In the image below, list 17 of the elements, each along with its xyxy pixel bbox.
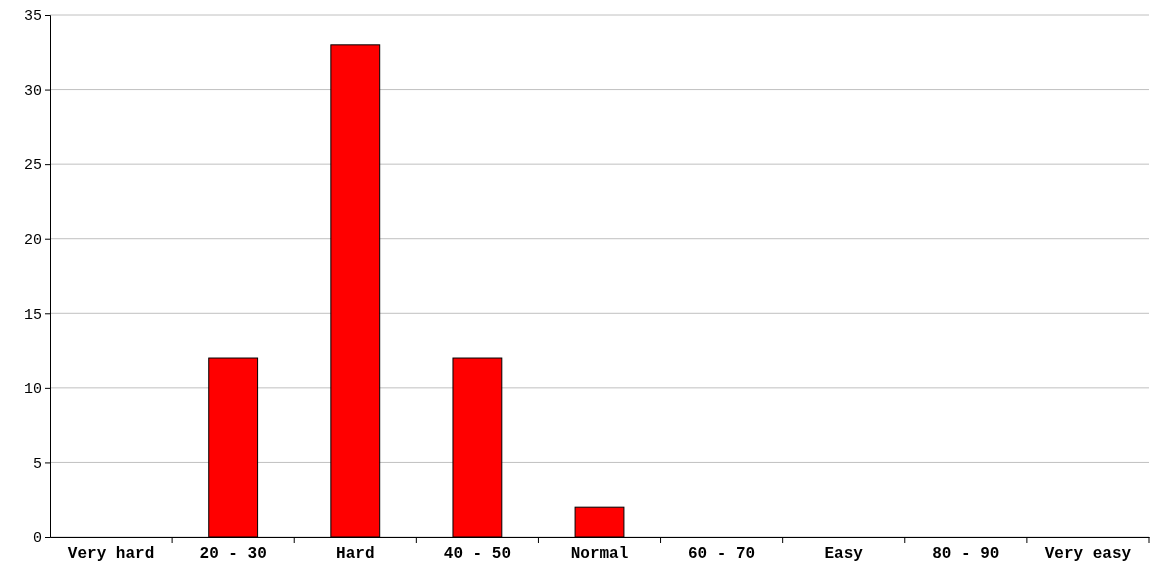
x-tick-label: Hard [336, 545, 375, 564]
x-tick-label: 60 - 70 [688, 545, 756, 564]
y-tick-label: 30 [23, 82, 42, 100]
y-tick-label: 25 [23, 157, 42, 175]
y-tick-label: 35 [23, 8, 42, 26]
x-tick-label: Easy [824, 545, 864, 564]
x-tick-label: 40 - 50 [443, 545, 511, 564]
x-tick-label: 80 - 90 [932, 545, 1000, 564]
y-tick-label: 0 [32, 530, 42, 548]
y-tick-label: 5 [32, 455, 42, 473]
x-tick-label: Very hard [67, 545, 155, 564]
x-tick-label: Normal [570, 545, 629, 564]
y-tick-label: 10 [23, 381, 42, 399]
y-tick-label: 20 [23, 232, 42, 250]
x-tick-label: 20 - 30 [199, 545, 267, 564]
y-tick-label: 15 [23, 306, 42, 324]
x-tick-label: Very easy [1044, 545, 1132, 564]
